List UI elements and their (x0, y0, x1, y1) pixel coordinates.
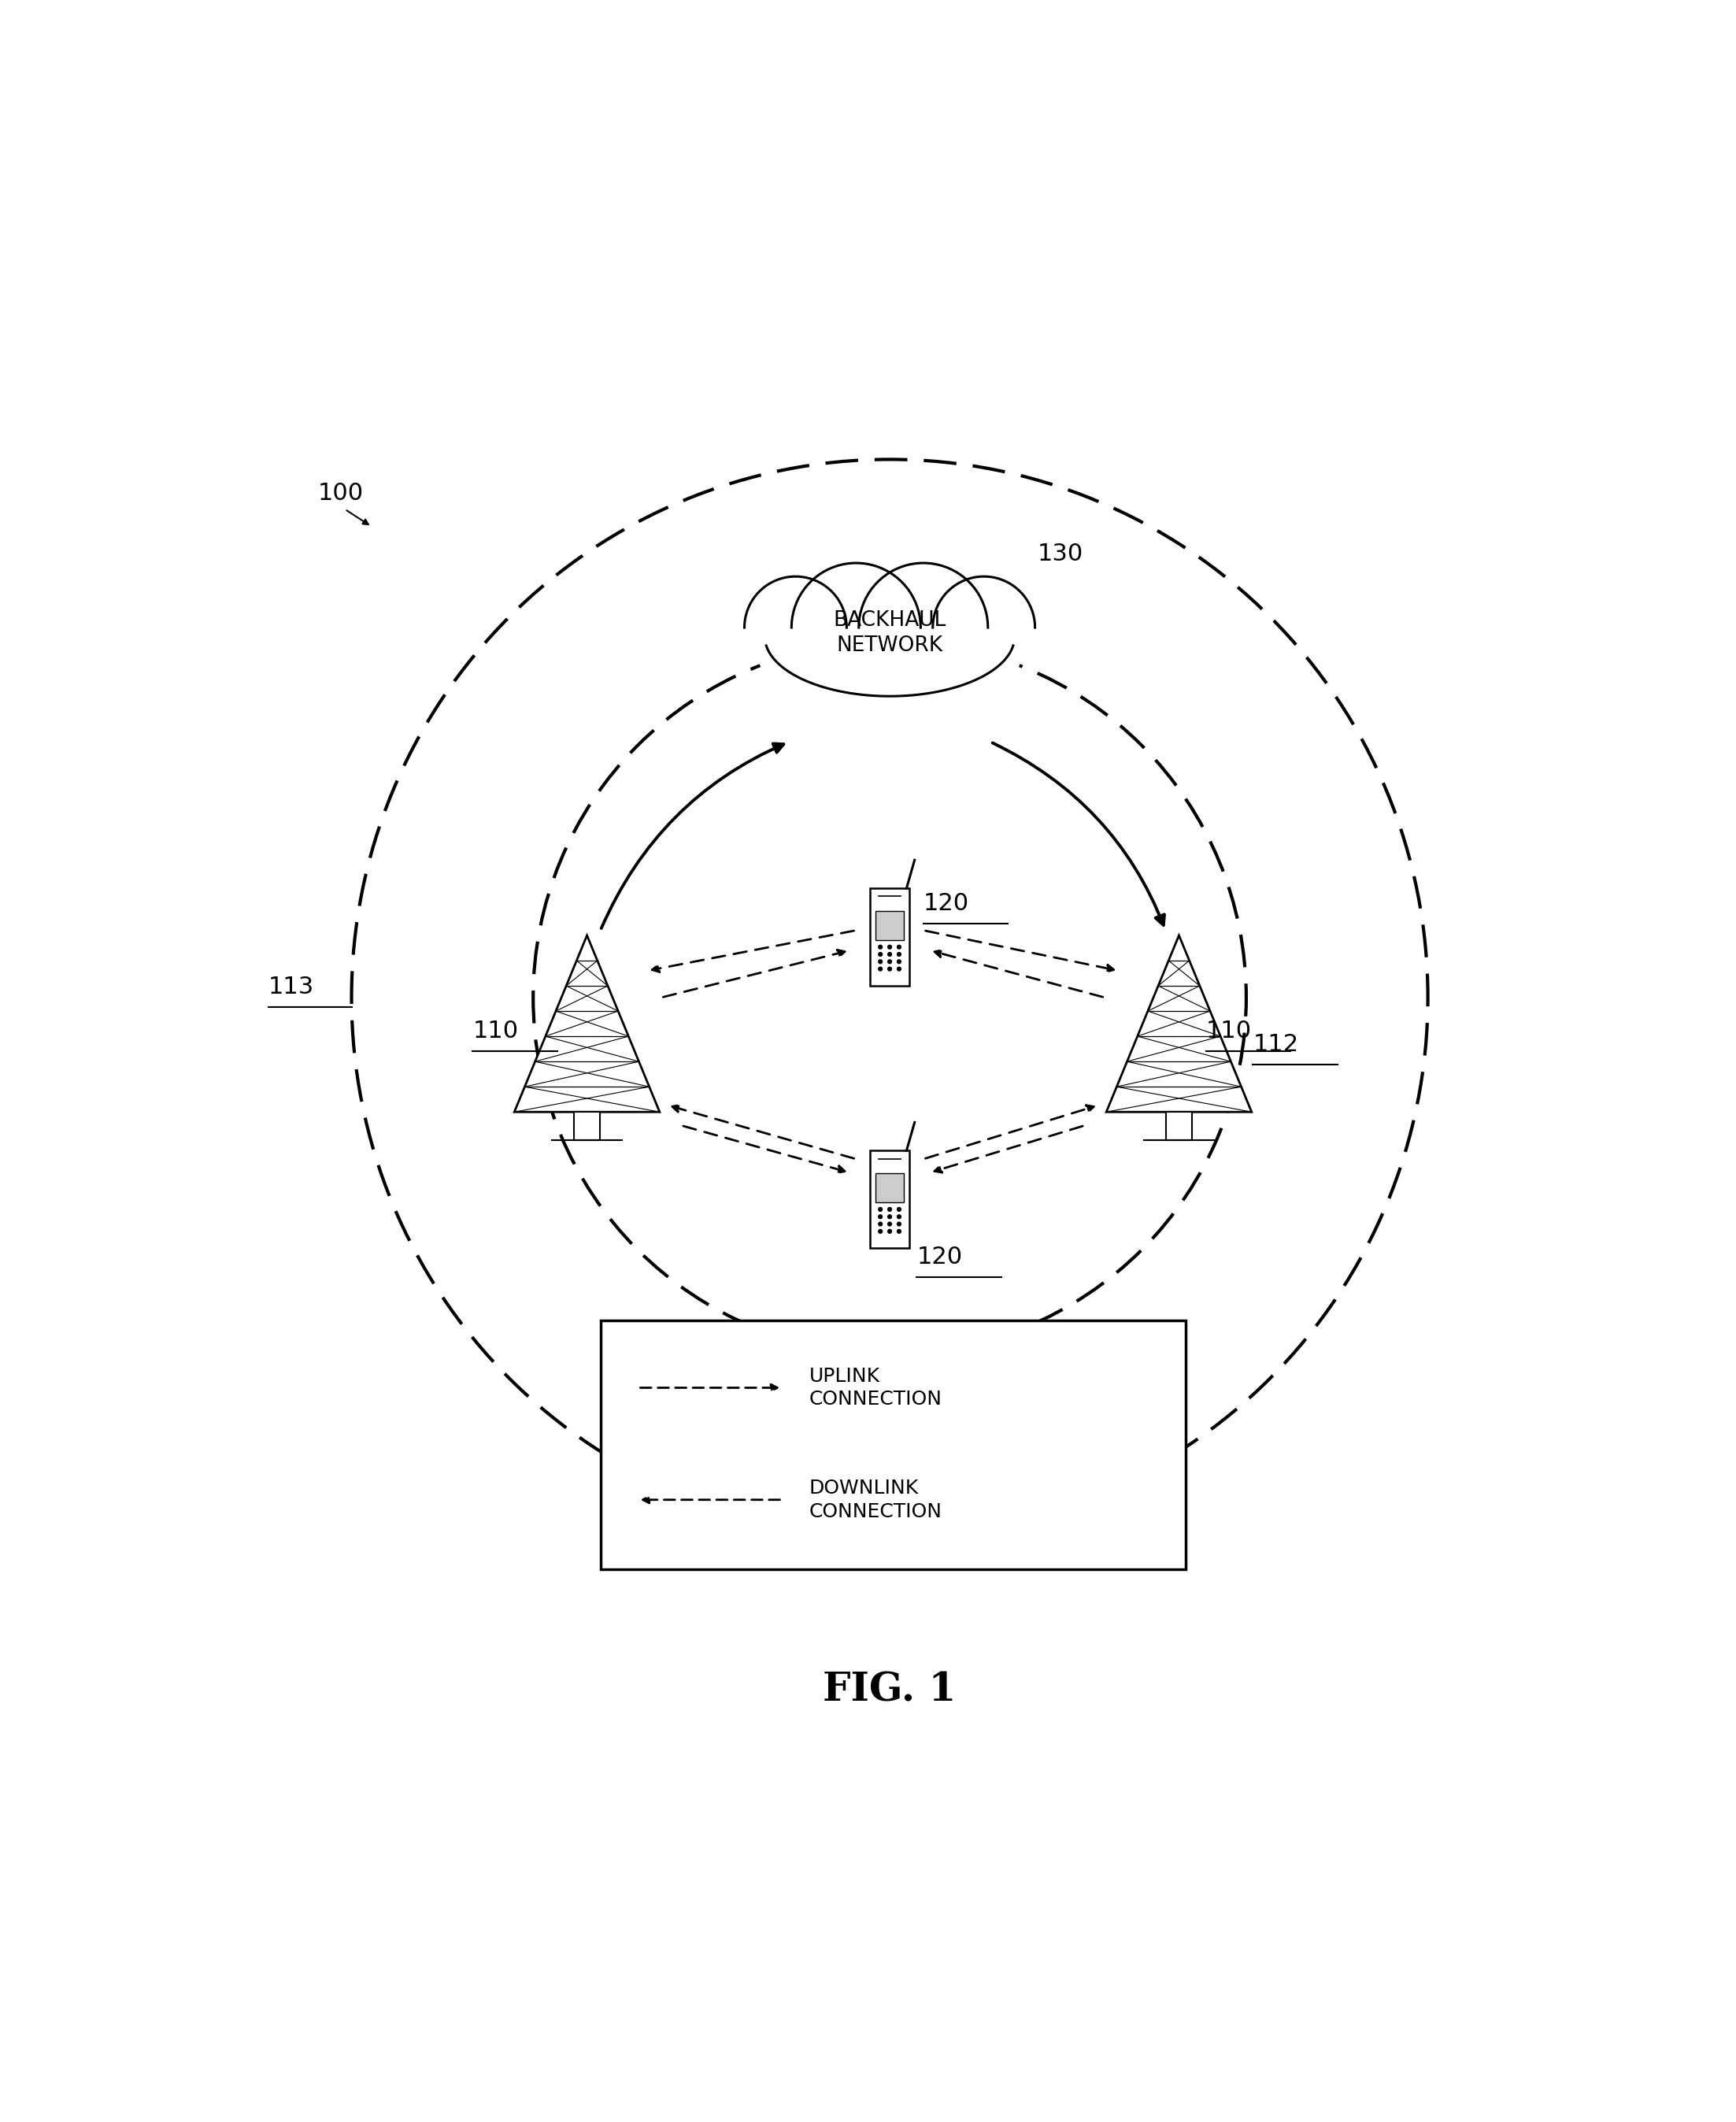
Circle shape (878, 1222, 882, 1227)
Circle shape (887, 1207, 892, 1212)
Circle shape (878, 1214, 882, 1218)
Text: 112: 112 (1253, 1033, 1299, 1057)
Circle shape (878, 959, 882, 963)
Polygon shape (870, 1150, 910, 1248)
Circle shape (878, 968, 882, 972)
Circle shape (887, 959, 892, 963)
Text: 110: 110 (472, 1021, 519, 1042)
Circle shape (878, 1207, 882, 1212)
Circle shape (887, 1222, 892, 1227)
Polygon shape (870, 889, 910, 987)
Text: UPLINK
CONNECTION: UPLINK CONNECTION (809, 1367, 943, 1409)
Circle shape (878, 953, 882, 957)
Circle shape (898, 944, 901, 949)
Circle shape (878, 944, 882, 949)
Text: 100: 100 (318, 482, 363, 505)
Polygon shape (745, 562, 1035, 690)
Polygon shape (875, 910, 904, 940)
Polygon shape (1167, 1112, 1193, 1140)
Polygon shape (1106, 936, 1252, 1112)
Circle shape (898, 1207, 901, 1212)
Text: DOWNLINK
CONNECTION: DOWNLINK CONNECTION (809, 1479, 943, 1521)
FancyBboxPatch shape (601, 1320, 1186, 1570)
Circle shape (898, 1229, 901, 1233)
Circle shape (898, 959, 901, 963)
Circle shape (898, 1222, 901, 1227)
Circle shape (898, 1214, 901, 1218)
Text: 120: 120 (917, 1246, 962, 1269)
Text: FIG. 1: FIG. 1 (823, 1672, 957, 1710)
Polygon shape (514, 936, 660, 1112)
Circle shape (887, 953, 892, 957)
Text: 130: 130 (1038, 543, 1083, 564)
Circle shape (898, 953, 901, 957)
Circle shape (887, 1214, 892, 1218)
Circle shape (887, 968, 892, 972)
Text: 113: 113 (267, 976, 314, 997)
Text: 110: 110 (1207, 1021, 1252, 1042)
Circle shape (878, 1229, 882, 1233)
Circle shape (898, 968, 901, 972)
Text: BACKHAUL
NETWORK: BACKHAUL NETWORK (833, 611, 946, 656)
Polygon shape (875, 1173, 904, 1203)
Polygon shape (575, 1112, 601, 1140)
Circle shape (887, 944, 892, 949)
Circle shape (887, 1229, 892, 1233)
Text: 120: 120 (924, 891, 969, 915)
